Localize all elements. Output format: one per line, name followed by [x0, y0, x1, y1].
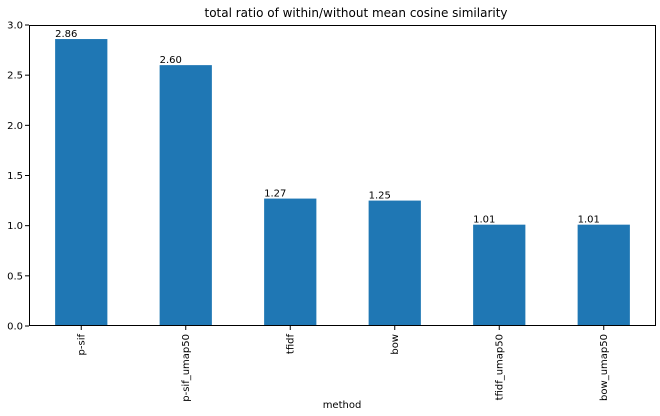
bar-tfidf_umap50	[473, 225, 525, 326]
bar-p-sif	[55, 39, 107, 326]
bar-bow	[369, 201, 421, 326]
chart-title: total ratio of within/without mean cosin…	[204, 6, 507, 20]
x-tick-label: p-sif	[76, 334, 87, 356]
x-axis-label: method	[323, 400, 362, 411]
x-tick-label: bow_umap50	[599, 334, 610, 401]
y-tick-label: 1.5	[7, 171, 23, 182]
bar-bow_umap50	[578, 225, 630, 326]
y-tick-label: 1.0	[7, 221, 23, 232]
y-tick-label: 3.0	[7, 21, 23, 32]
bar-value-label: 1.01	[578, 215, 600, 226]
x-tick-label: bow	[390, 334, 401, 355]
x-axis: p-sif p-sif_umap50 tfidf bow tfidf_umap50 bow…	[76, 326, 610, 402]
bar-value-label: 1.01	[473, 215, 495, 226]
bar-value-label: 1.25	[369, 191, 391, 202]
y-tick-label: 2.0	[7, 121, 23, 132]
x-tick-label: tfidf_umap50	[494, 334, 505, 400]
y-axis: 0.0 0.5 1.0 1.5 2.0 2.5 3.0	[7, 21, 29, 333]
x-tick-label: tfidf	[285, 334, 296, 355]
bar-p-sif_umap50	[160, 65, 212, 326]
y-tick-label: 0.0	[7, 322, 23, 333]
bar-value-label: 1.27	[264, 189, 286, 200]
bar-labels-group: 2.86 2.60 1.27 1.25 1.01 1.01	[55, 29, 600, 226]
y-tick-label: 2.5	[7, 71, 23, 82]
x-tick-label: p-sif_umap50	[181, 334, 192, 402]
plot-frame	[30, 26, 656, 326]
bar-value-label: 2.86	[55, 29, 77, 40]
bar-value-label: 2.60	[160, 55, 182, 66]
bars-group	[55, 39, 630, 326]
y-tick-label: 0.5	[7, 271, 23, 282]
bar-tfidf	[264, 199, 316, 326]
